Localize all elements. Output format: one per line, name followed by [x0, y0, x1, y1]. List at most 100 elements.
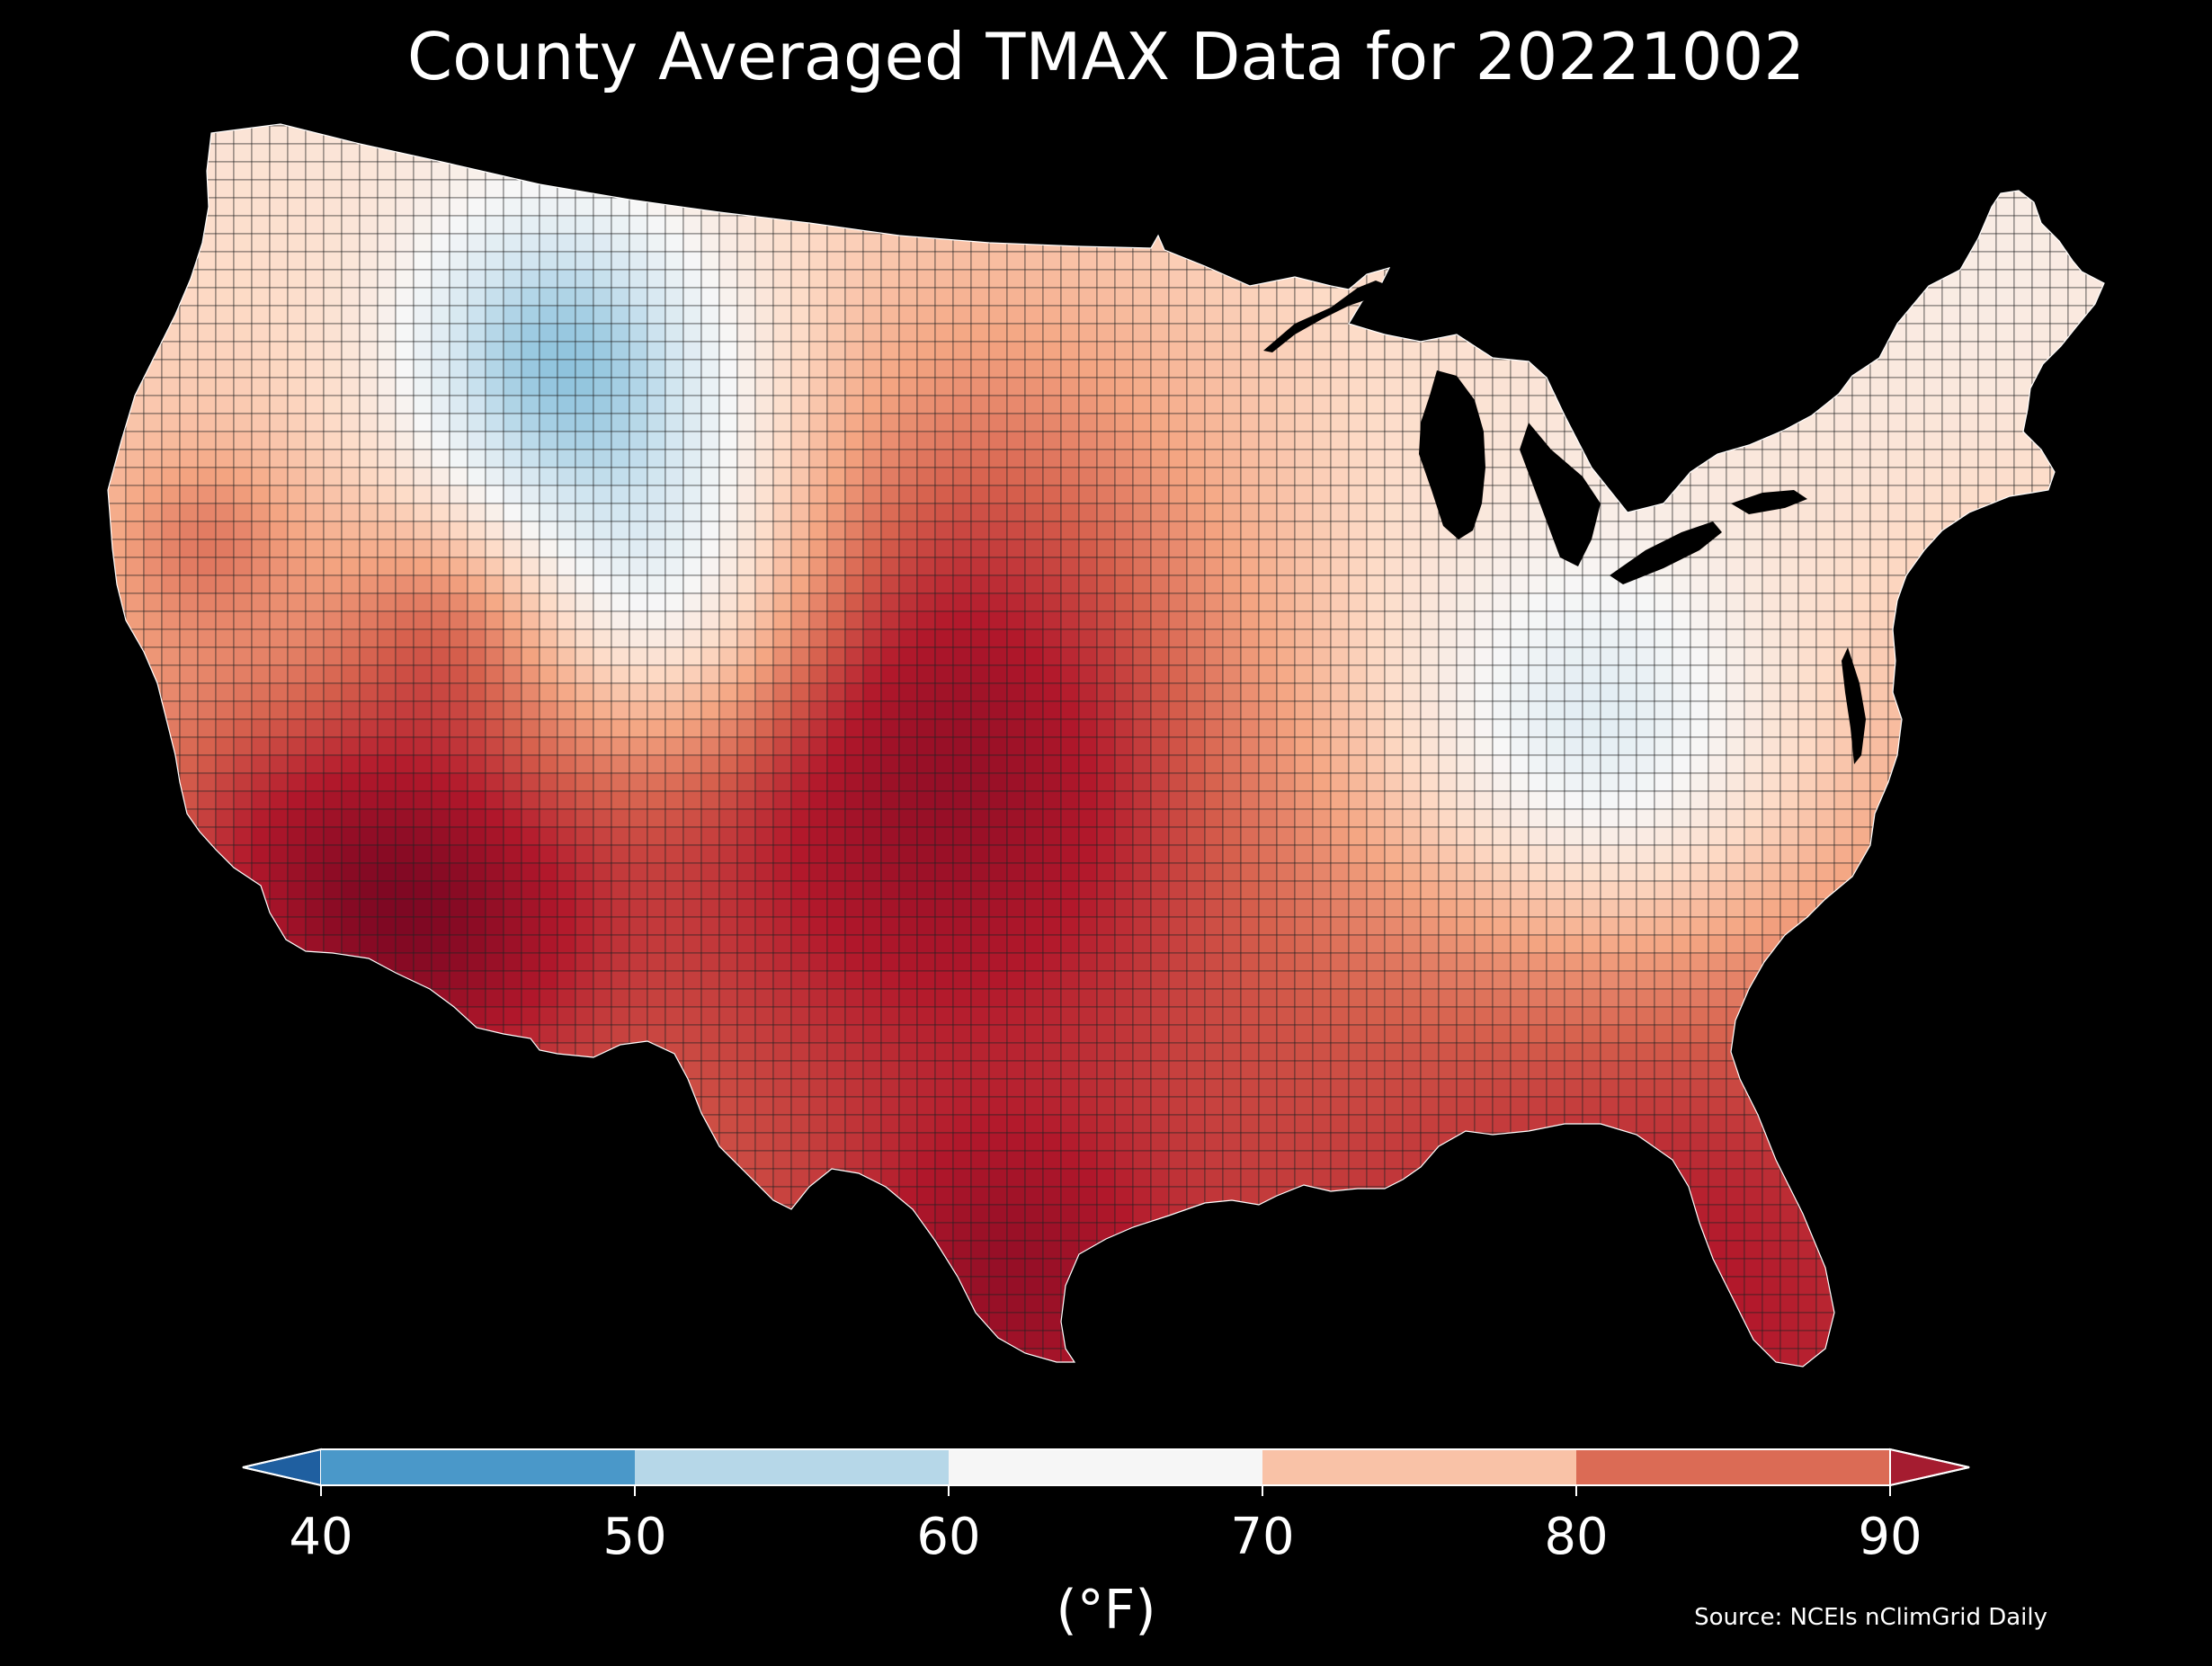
- county-cell: [1977, 700, 1997, 720]
- county-cell: [413, 179, 433, 199]
- county-cell: [1276, 431, 1296, 450]
- county-cell: [1941, 485, 1961, 504]
- county-cell: [2049, 610, 2069, 630]
- county-cell: [1438, 880, 1458, 900]
- county-cell: [449, 575, 468, 594]
- county-cell: [1582, 610, 1601, 630]
- county-cell: [1815, 124, 1835, 127]
- county-cell: [808, 341, 828, 361]
- county-cell: [1744, 682, 1763, 702]
- county-cell: [826, 628, 846, 648]
- county-cell: [1564, 125, 1583, 145]
- county-cell: [1114, 359, 1134, 379]
- county-cell: [754, 539, 774, 558]
- county-cell: [341, 215, 361, 235]
- county-cell: [2085, 610, 2104, 630]
- county-cell: [1204, 646, 1224, 666]
- county-cell: [772, 826, 792, 846]
- county-cell: [2067, 700, 2087, 720]
- county-cell: [629, 377, 648, 396]
- county-cell: [341, 503, 361, 522]
- county-cell: [413, 161, 433, 181]
- county-cell: [700, 197, 720, 217]
- county-cell: [1744, 467, 1763, 486]
- county-cell: [1708, 467, 1727, 486]
- county-cell: [1797, 664, 1817, 684]
- county-cell: [862, 503, 882, 522]
- county-cell: [269, 179, 289, 199]
- county-cell: [323, 485, 343, 504]
- county-cell: [1600, 323, 1619, 343]
- county-cell: [1294, 808, 1314, 828]
- county-cell: [377, 521, 397, 540]
- county-cell: [1636, 305, 1655, 325]
- county-cell: [287, 844, 307, 864]
- county-cell: [2013, 718, 2033, 738]
- county-cell: [539, 449, 558, 468]
- county-cell: [1024, 485, 1044, 504]
- county-cell: [1941, 197, 1961, 217]
- county-cell: [629, 143, 648, 163]
- county-cell: [1222, 449, 1242, 468]
- county-cell: [664, 143, 684, 163]
- county-cell: [1959, 826, 1979, 846]
- county-cell: [1564, 161, 1583, 181]
- county-cell: [1744, 143, 1763, 163]
- county-cell: [1348, 880, 1368, 900]
- county-cell: [305, 143, 325, 163]
- county-cell: [1510, 233, 1530, 253]
- county-cell: [1204, 772, 1224, 792]
- county-cell: [1006, 413, 1026, 432]
- county-cell: [2085, 377, 2104, 396]
- county-cell: [754, 575, 774, 594]
- county-cell: [1420, 521, 1440, 540]
- county-cell: [233, 124, 253, 127]
- county-cell: [718, 215, 738, 235]
- county-cell: [1600, 197, 1619, 217]
- county-cell: [844, 323, 864, 343]
- county-cell: [1726, 610, 1745, 630]
- county-cell: [305, 233, 325, 253]
- county-cell: [413, 395, 433, 414]
- county-cell: [108, 790, 127, 810]
- county-cell: [1366, 359, 1386, 379]
- county-cell: [1546, 700, 1565, 720]
- county-cell: [2085, 395, 2104, 414]
- county-cell: [1204, 610, 1224, 630]
- county-cell: [1510, 503, 1530, 522]
- county-cell: [934, 413, 954, 432]
- county-cell: [1779, 628, 1799, 648]
- county-cell: [862, 754, 882, 774]
- county-cell: [323, 754, 343, 774]
- county-cell: [359, 215, 379, 235]
- county-cell: [161, 359, 181, 379]
- county-cell: [1096, 790, 1116, 810]
- county-cell: [125, 736, 145, 756]
- county-cell: [1204, 844, 1224, 864]
- county-cell: [1114, 449, 1134, 468]
- county-cell: [2031, 646, 2051, 666]
- county-cell: [718, 862, 738, 882]
- county-cell: [1941, 431, 1961, 450]
- county-cell: [664, 718, 684, 738]
- county-cell: [179, 772, 199, 792]
- county-cell: [575, 646, 594, 666]
- county-cell: [1060, 664, 1080, 684]
- county-cell: [629, 736, 648, 756]
- county-cell: [934, 610, 954, 630]
- county-cell: [970, 826, 990, 846]
- county-cell: [1276, 161, 1296, 181]
- county-cell: [808, 826, 828, 846]
- county-cell: [269, 359, 289, 379]
- county-cell: [1797, 539, 1817, 558]
- county-cell: [323, 341, 343, 361]
- county-cell: [2085, 628, 2104, 648]
- county-cell: [125, 592, 145, 612]
- county-cell: [682, 359, 702, 379]
- county-cell: [629, 700, 648, 720]
- county-cell: [1600, 521, 1619, 540]
- county-cell: [1060, 341, 1080, 361]
- county-cell: [557, 772, 576, 792]
- county-cell: [1168, 305, 1188, 325]
- county-cell: [108, 143, 127, 163]
